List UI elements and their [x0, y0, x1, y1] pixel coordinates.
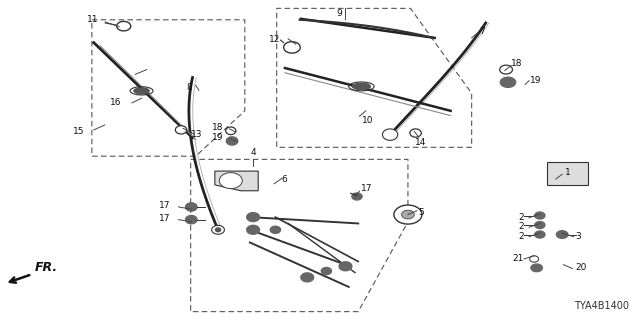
Text: 21: 21	[513, 254, 524, 263]
Text: 9: 9	[336, 9, 342, 18]
Text: 5: 5	[419, 208, 424, 217]
Polygon shape	[216, 228, 221, 232]
Text: 6: 6	[282, 174, 287, 184]
Text: 2: 2	[518, 212, 524, 222]
Polygon shape	[339, 262, 352, 271]
Polygon shape	[301, 273, 314, 282]
Text: 4: 4	[250, 148, 256, 157]
Polygon shape	[535, 231, 545, 238]
Polygon shape	[247, 225, 259, 234]
Polygon shape	[247, 213, 259, 221]
Text: FR.: FR.	[35, 260, 58, 274]
Polygon shape	[547, 162, 588, 185]
Text: 11: 11	[88, 15, 99, 24]
Text: 12: 12	[269, 35, 280, 44]
Text: 7: 7	[479, 27, 485, 36]
Text: 2: 2	[518, 232, 524, 241]
Text: 19: 19	[212, 133, 223, 142]
Text: 8: 8	[187, 83, 193, 92]
Text: 15: 15	[73, 127, 84, 136]
Polygon shape	[535, 221, 545, 228]
Polygon shape	[186, 203, 197, 211]
Polygon shape	[531, 264, 542, 272]
Text: 17: 17	[362, 184, 373, 193]
Polygon shape	[530, 256, 539, 262]
Polygon shape	[134, 88, 149, 94]
Polygon shape	[410, 129, 421, 137]
Polygon shape	[215, 171, 258, 191]
Polygon shape	[270, 226, 280, 233]
Text: 17: 17	[159, 202, 170, 211]
Text: 18: 18	[212, 123, 223, 132]
Polygon shape	[401, 210, 414, 219]
Polygon shape	[284, 42, 300, 53]
Text: 1: 1	[565, 168, 571, 177]
Text: 14: 14	[415, 138, 426, 147]
Polygon shape	[352, 193, 362, 200]
Text: 3: 3	[575, 232, 580, 241]
Text: 18: 18	[511, 59, 523, 68]
Polygon shape	[353, 83, 371, 90]
Polygon shape	[383, 129, 397, 140]
Polygon shape	[500, 77, 516, 87]
Text: 2: 2	[518, 222, 524, 231]
Text: 16: 16	[109, 99, 121, 108]
Polygon shape	[116, 21, 131, 31]
Polygon shape	[220, 173, 243, 188]
Text: 17: 17	[159, 214, 170, 223]
Polygon shape	[186, 215, 197, 224]
Polygon shape	[556, 231, 568, 238]
Text: TYA4B1400: TYA4B1400	[574, 301, 629, 311]
Polygon shape	[212, 225, 225, 234]
Polygon shape	[227, 137, 238, 145]
Polygon shape	[321, 268, 332, 275]
Polygon shape	[500, 65, 513, 74]
Polygon shape	[175, 126, 187, 134]
Text: 13: 13	[191, 130, 203, 139]
Text: 19: 19	[531, 76, 542, 84]
Text: 20: 20	[575, 263, 586, 272]
Polygon shape	[394, 205, 422, 224]
Polygon shape	[535, 212, 545, 219]
Text: 10: 10	[362, 116, 374, 124]
Polygon shape	[226, 127, 236, 135]
